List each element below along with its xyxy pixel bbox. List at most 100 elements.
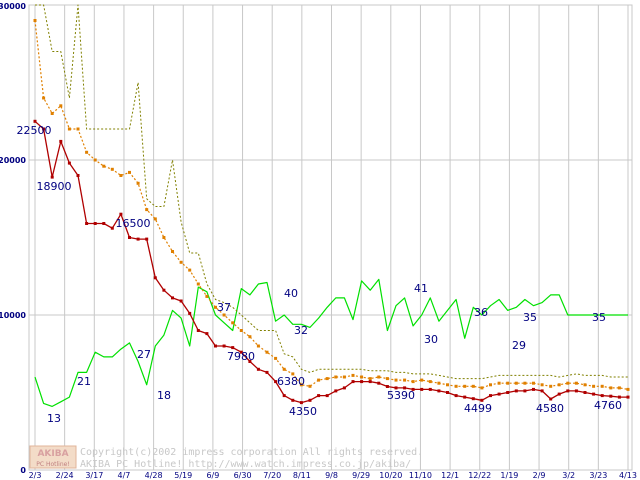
series-2-point [136, 181, 140, 185]
series-1-point [574, 389, 578, 393]
y-tick-label: 30000 [0, 2, 26, 11]
series-1-point [532, 387, 535, 391]
series-1-point [480, 398, 484, 402]
series-2-point [592, 384, 596, 388]
series-1-point [136, 237, 140, 241]
data-label: 4760 [594, 399, 622, 412]
series-2-point [93, 158, 97, 162]
series-1-point [93, 222, 97, 225]
series-1-point [231, 346, 235, 350]
x-tick-label: 2/24 [56, 471, 74, 480]
series-2-point [308, 384, 312, 388]
series-2-point [532, 381, 535, 385]
series-2-point [179, 260, 183, 264]
series-layer [33, 4, 630, 407]
series-1-point [342, 386, 346, 390]
series-1-point [437, 389, 441, 393]
series-2-point [480, 386, 484, 390]
watermark-line-1: Copyright(c)2002 impress corporation All… [80, 447, 423, 458]
series-2-point [153, 217, 157, 221]
data-label: 18 [157, 389, 171, 402]
series-2-point [231, 321, 235, 325]
series-1-point [377, 381, 381, 385]
series-1-point [489, 394, 492, 398]
data-labels: 22500 18900 16500 27 13 21 18 37 40 41 36 35 30 29 35 3… [17, 124, 623, 425]
series-1-point [153, 276, 157, 280]
series-line-1 [34, 120, 628, 404]
series-1-point [317, 394, 321, 398]
series-1-point [67, 161, 71, 165]
series-2-point [265, 350, 269, 354]
data-label: 18900 [37, 180, 72, 193]
series-1-point [497, 392, 501, 396]
data-label: 16500 [116, 217, 151, 230]
series-1-point [308, 398, 312, 402]
series-1-point [102, 222, 106, 225]
series-1-point [566, 389, 570, 393]
series-1-point [351, 380, 355, 384]
x-tick-label: 1/19 [500, 471, 518, 480]
x-tick-label: 2/3 [29, 471, 42, 480]
series-1-point [196, 329, 200, 332]
series-2-point [385, 377, 389, 381]
x-tick-label: 4/13 [619, 471, 637, 480]
series-1-point [76, 174, 80, 177]
series-1-point [145, 237, 149, 241]
series-1-point [583, 391, 587, 394]
x-tick-label: 6/30 [234, 471, 252, 480]
x-tick-label: 4/7 [118, 471, 131, 480]
series-1-point [188, 311, 192, 315]
series-2-point [437, 381, 441, 385]
series-1-point [274, 380, 278, 384]
series-1-point [609, 394, 613, 398]
x-tick-label: 9/29 [352, 471, 370, 480]
x-tick-label: 5/19 [174, 471, 192, 480]
series-2-point [110, 167, 114, 171]
series-2-point [368, 377, 372, 381]
x-tick-label: 4/28 [145, 471, 163, 480]
series-1-point [454, 394, 458, 398]
x-axis-labels: 2/3 2/24 3/17 4/7 4/28 5/19 6/9 6/30 7/20 8/11 9/8… [29, 471, 637, 480]
series-2-point [196, 282, 200, 286]
series-1-point [557, 392, 561, 396]
series-2-point [67, 127, 71, 131]
series-1-point [162, 288, 166, 292]
series-2-point [342, 375, 346, 379]
x-tick-label: 2/9 [533, 471, 546, 480]
watermark-badge-bottom: PC Hotline! [36, 461, 69, 468]
series-2-point [214, 305, 217, 309]
series-1-point [256, 367, 260, 371]
series-1-point [205, 332, 209, 336]
x-tick-label: 6/9 [206, 471, 219, 480]
data-label: 5390 [387, 389, 415, 402]
series-2-point [497, 381, 501, 385]
series-2-point [394, 378, 398, 382]
series-2-point [446, 383, 449, 387]
series-1-point [325, 394, 329, 398]
series-2-point [463, 384, 467, 388]
series-2-point [50, 112, 54, 115]
series-1-point [394, 386, 398, 390]
data-label: 32 [294, 324, 308, 337]
y-axis-labels: 0 10000 20000 30000 [0, 2, 26, 475]
series-2-point [145, 208, 149, 212]
series-1-point [600, 394, 604, 398]
series-2-point [609, 386, 613, 390]
watermark-line-2: AKIBA PC Hotline! http://www.watch.impre… [80, 459, 411, 470]
series-2-point [291, 372, 295, 376]
series-2-point [222, 313, 226, 317]
series-1-point [506, 391, 510, 394]
series-2-point [85, 150, 89, 154]
series-1-point [110, 226, 114, 230]
series-2-point [523, 381, 527, 385]
data-label: 37 [217, 301, 231, 314]
series-2-point [248, 335, 252, 339]
series-2-point [506, 381, 510, 385]
series-2-point [566, 381, 570, 385]
series-1-point [463, 395, 467, 399]
series-1-point [248, 360, 252, 363]
series-1-point [360, 380, 364, 384]
series-2-point [76, 127, 80, 131]
series-1-point [42, 127, 46, 131]
